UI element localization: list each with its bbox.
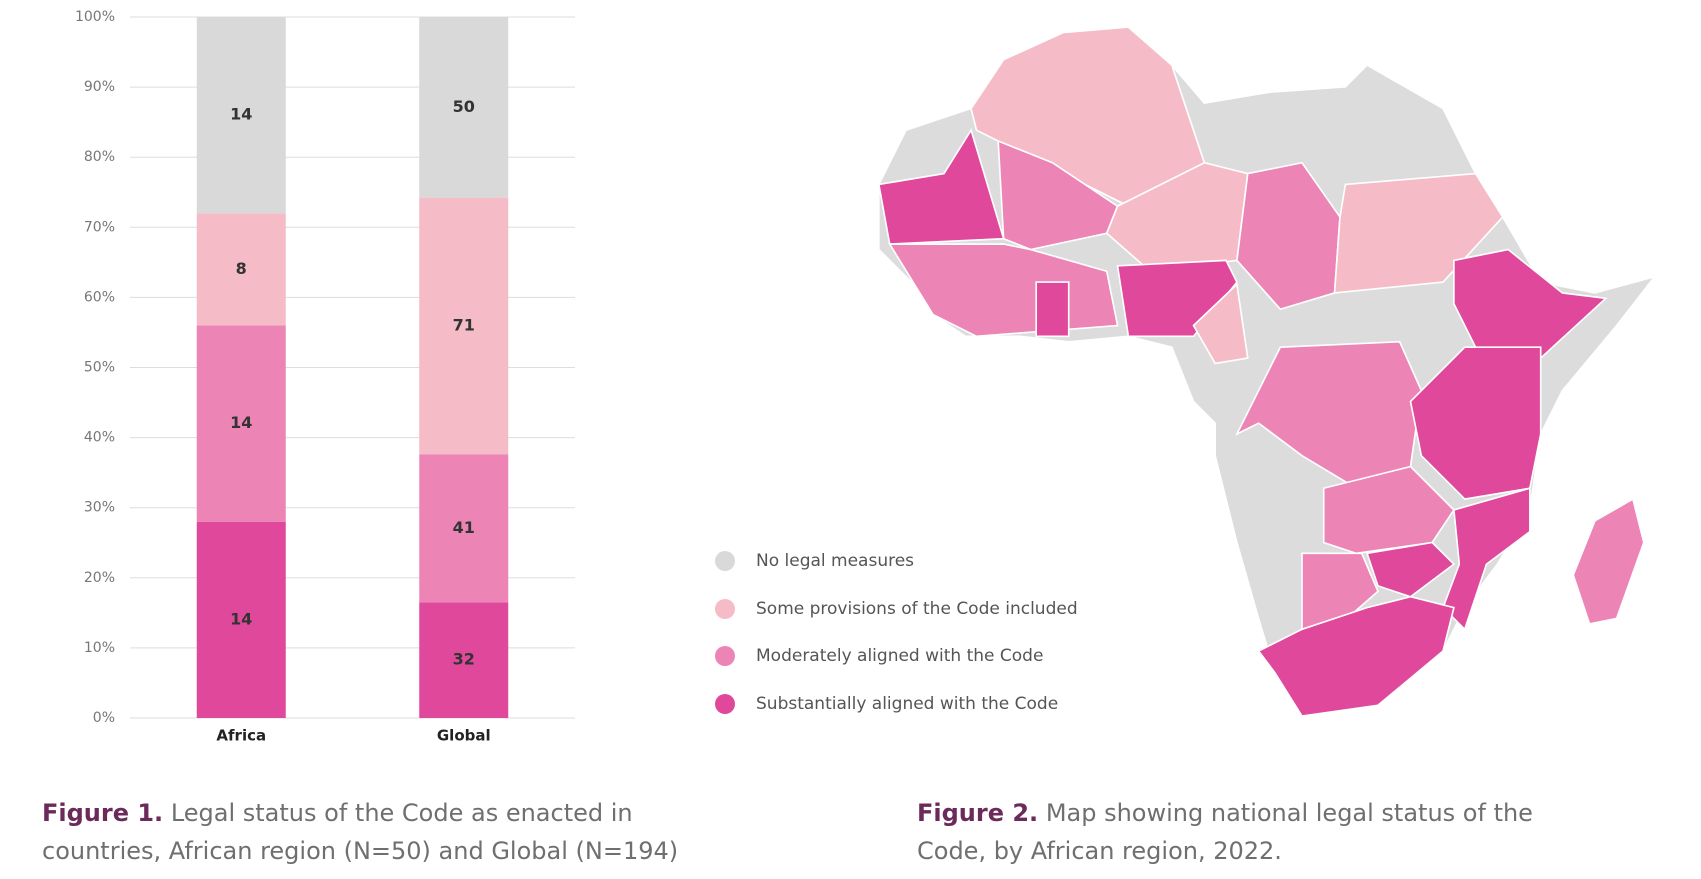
data-label: 8	[236, 259, 247, 278]
legend-label: Substantially aligned with the Code	[756, 694, 1058, 714]
caption: Figure 1. Legal status of the Code as en…	[42, 794, 678, 870]
map-region	[1301, 552, 1379, 631]
bar-segment	[419, 197, 509, 455]
map-region	[1442, 487, 1531, 631]
map-region	[1035, 281, 1070, 338]
map-region	[1453, 248, 1608, 359]
bar-segment	[419, 17, 509, 198]
map-region	[1192, 282, 1249, 365]
data-label: 32	[453, 650, 475, 669]
bar-segment	[196, 325, 286, 522]
map-region	[877, 128, 1005, 245]
bar-segment	[419, 454, 509, 603]
y-tick-label: 60%	[84, 289, 115, 305]
bar-segment	[419, 602, 509, 718]
caption-label: Figure 2.	[917, 799, 1039, 827]
caption-text: Code, by African region, 2022.	[917, 837, 1282, 865]
x-tick-label: Global	[437, 727, 491, 745]
data-label: 14	[230, 105, 252, 124]
y-tick-label: 30%	[84, 500, 115, 516]
y-tick-label: 100%	[75, 9, 115, 25]
map-region	[1409, 346, 1542, 500]
y-tick-label: 90%	[84, 79, 115, 95]
caption-text: Legal status of the Code as enacted in	[170, 799, 633, 827]
data-label: 41	[453, 518, 475, 537]
x-tick-label: Africa	[216, 727, 266, 745]
legend-swatch	[715, 599, 735, 619]
legend-label: No legal measures	[756, 551, 914, 571]
legend-swatch	[715, 551, 735, 571]
caption-text: countries, African region (N=50) and Glo…	[42, 837, 679, 865]
data-label: 50	[453, 97, 475, 116]
caption: Figure 2. Map showing national legal sta…	[917, 794, 1533, 870]
y-tick-label: 80%	[84, 149, 115, 165]
map-region	[1257, 595, 1455, 717]
caption-label: Figure 1.	[42, 799, 164, 827]
map-regions	[877, 26, 1645, 717]
data-label: 14	[230, 413, 252, 432]
y-tick-label: 0%	[93, 710, 115, 726]
caption-text: Map showing national legal status of the	[1045, 799, 1533, 827]
y-tick-label: 20%	[84, 570, 115, 586]
legend-swatch	[715, 694, 735, 714]
y-tick-label: 50%	[84, 360, 115, 376]
legend-swatch	[715, 646, 735, 666]
legend-label: Some provisions of the Code included	[756, 599, 1078, 619]
y-tick-label: 40%	[84, 430, 115, 446]
map-region	[1366, 541, 1456, 598]
y-tick-label: 70%	[84, 219, 115, 235]
y-tick-label: 10%	[84, 640, 115, 656]
bar-segment	[196, 213, 286, 326]
bar-segment	[196, 17, 286, 214]
africa-map	[877, 26, 1657, 717]
bar-segment	[196, 521, 286, 718]
map-region	[1572, 497, 1645, 625]
data-label: 14	[230, 609, 252, 628]
map-region	[1333, 172, 1504, 294]
legend: No legal measures Some provisions of the…	[715, 551, 1078, 714]
data-label: 71	[453, 315, 475, 334]
legend-label: Moderately aligned with the Code	[756, 646, 1043, 666]
